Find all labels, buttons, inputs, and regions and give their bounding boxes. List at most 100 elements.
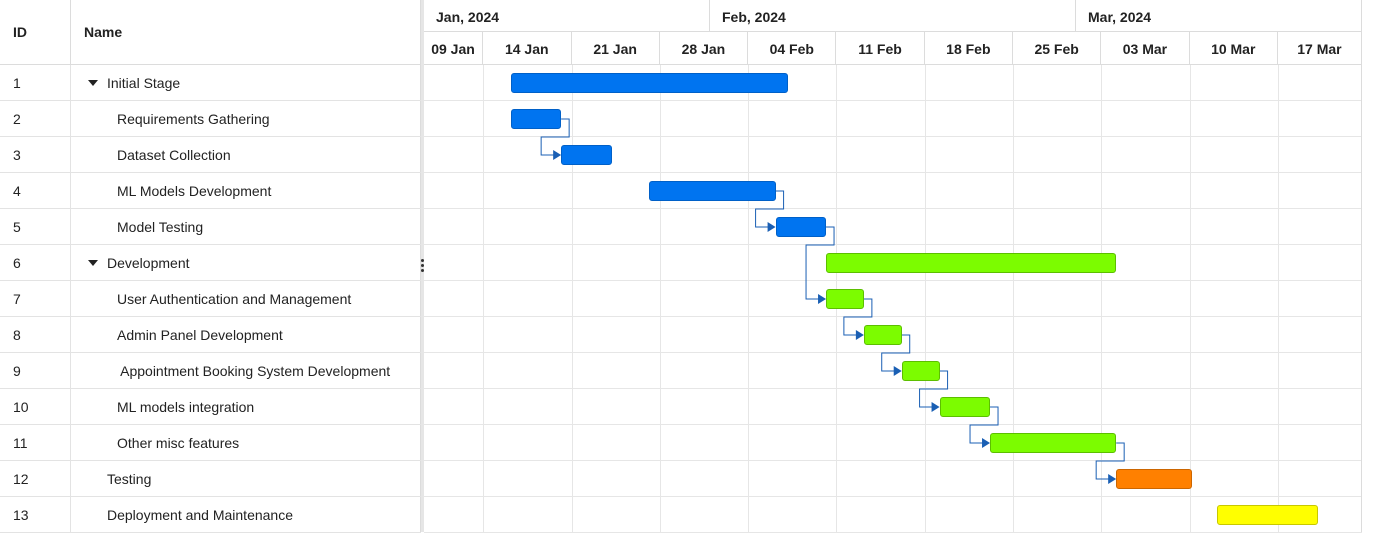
task-name-label: Testing xyxy=(107,471,152,487)
dependency-line[interactable] xyxy=(919,370,949,408)
task-bar[interactable] xyxy=(826,289,864,309)
task-name: Initial Stage xyxy=(88,65,180,100)
task-bar[interactable] xyxy=(510,109,562,129)
task-id: 12 xyxy=(0,461,71,496)
task-name-label: Admin Panel Development xyxy=(117,327,283,343)
grid-row[interactable]: 12 Testing xyxy=(0,461,421,497)
task-name: ML Models Development xyxy=(117,173,271,208)
grid-row[interactable]: 6 Development xyxy=(0,245,421,281)
dependency-line[interactable] xyxy=(540,118,570,156)
task-name: Dataset Collection xyxy=(117,137,231,172)
dependency-arrow-icon xyxy=(1108,474,1117,484)
task-name-label: Dataset Collection xyxy=(117,147,231,163)
dependency-links xyxy=(540,118,1125,484)
task-bar[interactable] xyxy=(990,433,1117,453)
timeline-week: 09 Jan xyxy=(424,32,483,65)
dependency-line[interactable] xyxy=(843,298,873,336)
task-bar[interactable] xyxy=(1116,469,1192,489)
grid-row[interactable]: 2 Requirements Gathering xyxy=(0,101,421,137)
gridline xyxy=(424,388,1362,389)
splitter-grip-icon[interactable] xyxy=(421,259,424,273)
task-name-label: Initial Stage xyxy=(107,75,181,91)
task-bar[interactable] xyxy=(826,253,1117,273)
column-header-name[interactable]: Name xyxy=(84,24,123,40)
task-name-label: ML models integration xyxy=(117,399,255,415)
gridline xyxy=(748,65,750,532)
task-bar[interactable] xyxy=(775,217,827,237)
dependency-arrow-icon xyxy=(767,222,776,232)
task-id: 2 xyxy=(0,101,71,136)
dependency-arrow-icon xyxy=(553,150,562,160)
task-bar[interactable] xyxy=(510,73,789,93)
task-name: Model Testing xyxy=(117,209,203,244)
dependency-arrow-icon xyxy=(818,294,827,304)
task-id: 5 xyxy=(0,209,71,244)
dependency-line[interactable] xyxy=(1095,442,1125,480)
task-bar[interactable] xyxy=(1217,505,1318,525)
collapse-caret-icon[interactable] xyxy=(88,260,98,267)
dependency-line[interactable] xyxy=(881,334,911,372)
timeline-week: 21 Jan xyxy=(571,32,660,65)
gridline xyxy=(1189,65,1191,532)
grid-row[interactable]: 9 Appointment Booking System Development xyxy=(0,353,421,389)
gridline xyxy=(1013,65,1014,532)
timeline-week: 11 Feb xyxy=(836,32,925,65)
gridline xyxy=(424,100,1362,101)
grid-row[interactable]: 11 Other misc features xyxy=(0,425,421,461)
gantt-chart: Jan, 2024 Feb, 2024 Mar, 2024 09 Jan 14 Jan… xyxy=(424,0,1380,533)
task-bar[interactable] xyxy=(939,397,991,417)
task-bar[interactable] xyxy=(863,325,902,345)
task-grid: ID Name 1 Initial Stage 2 Requirements Gath… xyxy=(0,0,421,533)
column-header-id[interactable]: ID xyxy=(0,0,71,64)
collapse-caret-icon[interactable] xyxy=(88,80,98,87)
dependency-line[interactable] xyxy=(805,226,835,300)
grid-row[interactable]: 5 Model Testing xyxy=(0,209,421,245)
grid-header: ID Name xyxy=(0,0,421,65)
gridline xyxy=(424,424,1362,425)
timeline-week: 18 Feb xyxy=(924,32,1013,65)
timeline-week: 04 Feb xyxy=(748,32,837,65)
gridline xyxy=(424,244,1362,245)
task-id: 7 xyxy=(0,281,71,316)
grid-row[interactable]: 3 Dataset Collection xyxy=(0,137,421,173)
task-bar[interactable] xyxy=(561,145,612,165)
task-bar[interactable] xyxy=(649,181,776,201)
dependency-line[interactable] xyxy=(969,406,999,444)
gridline xyxy=(571,65,573,532)
gridline xyxy=(424,460,1362,461)
dependency-arrow-icon xyxy=(855,330,864,340)
task-id: 9 xyxy=(0,353,71,388)
dependency-arrow-icon xyxy=(982,438,991,448)
task-name: ML models integration xyxy=(117,389,254,424)
task-name-label: Deployment and Maintenance xyxy=(107,507,294,523)
task-name-label: User Authentication and Management xyxy=(117,291,352,307)
gridline xyxy=(924,65,926,532)
gridline xyxy=(424,208,1362,209)
grid-row[interactable]: 1 Initial Stage xyxy=(0,65,421,101)
task-name: Testing xyxy=(107,461,151,496)
gridline xyxy=(424,136,1362,137)
grid-row[interactable]: 7 User Authentication and Management xyxy=(0,281,421,317)
task-name-label: ML Models Development xyxy=(117,183,272,199)
task-bar[interactable] xyxy=(901,361,940,381)
timeline-months: Jan, 2024 Feb, 2024 Mar, 2024 xyxy=(424,0,1362,32)
grid-row[interactable]: 4 ML Models Development xyxy=(0,173,421,209)
task-name: User Authentication and Management xyxy=(117,281,351,316)
timeline-week: 28 Jan xyxy=(659,32,749,65)
gridline xyxy=(659,65,661,532)
task-id: 6 xyxy=(0,245,71,280)
task-name: Requirements Gathering xyxy=(117,101,270,136)
gridline xyxy=(424,496,1362,497)
gridline xyxy=(424,280,1362,281)
gridline xyxy=(424,316,1362,317)
task-name: Appointment Booking System Development xyxy=(117,353,390,388)
task-id: 8 xyxy=(0,317,71,352)
task-id: 13 xyxy=(0,497,71,532)
task-name-label: Development xyxy=(107,255,190,271)
dependency-line[interactable] xyxy=(755,190,785,228)
grid-row[interactable]: 10 ML models integration xyxy=(0,389,421,425)
chart-right-border xyxy=(1361,0,1362,532)
timeline-month: Jan, 2024 xyxy=(424,0,710,32)
grid-row[interactable]: 8 Admin Panel Development xyxy=(0,317,421,353)
grid-row[interactable]: 13 Deployment and Maintenance xyxy=(0,497,421,533)
